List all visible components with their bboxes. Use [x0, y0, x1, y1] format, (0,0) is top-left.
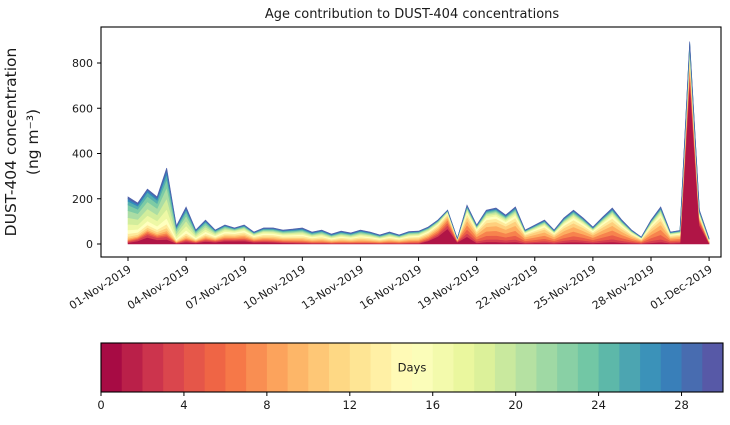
age-band-area: [127, 69, 710, 244]
colorbar-segment: [121, 343, 143, 392]
axes-frame: [100, 26, 722, 258]
y-tick-label: 800: [72, 57, 93, 70]
age-band-area: [127, 57, 710, 242]
colorbar-segment: [142, 343, 164, 392]
colorbar-tick-label: 12: [342, 398, 357, 412]
colorbar-segment: [432, 343, 454, 392]
age-band-area: [127, 47, 710, 240]
x-tick-label: 01-Dec-2019: [648, 263, 715, 313]
age-band-area: [127, 51, 710, 241]
colorbar-segment: [163, 343, 185, 392]
colorbar-tick-label: 4: [180, 398, 187, 412]
colorbar-frame: [100, 342, 724, 393]
colorbar-segment: [391, 343, 413, 392]
colorbar-segment: [494, 343, 517, 392]
x-tick-label: 10-Nov-2019: [241, 263, 308, 313]
colorbar: 0 4 8 12 16 20 24 28: [97, 342, 724, 412]
colorbar-tick-label: 8: [263, 398, 270, 412]
colorbar-segment: [660, 343, 682, 392]
y-tick-label: 0: [86, 238, 93, 251]
colorbar-segment: [681, 343, 703, 392]
colorbar-segment: [619, 343, 641, 392]
colorbar-tick-label: 20: [508, 398, 523, 412]
age-band-area: [127, 42, 710, 240]
colorbar-segment: [101, 343, 123, 392]
colorbar-segment: [453, 343, 475, 392]
colorbar-segment: [515, 343, 537, 392]
colorbar-tick-label: 16: [425, 398, 440, 412]
age-band-area: [127, 53, 710, 241]
plot-axes: 0 200 400 600 800 01-Nov-201904-Nov-201907-No…: [67, 26, 722, 313]
colorbar-segment: [204, 343, 226, 392]
y-tick-label: 200: [72, 193, 93, 206]
colorbar-segment: [702, 343, 724, 392]
age-band-area: [127, 55, 710, 242]
age-band-area: [127, 65, 710, 244]
x-tick-label: 07-Nov-2019: [183, 263, 250, 313]
colorbar-segment: [412, 343, 434, 392]
colorbar-tick-label: 0: [97, 398, 104, 412]
colorbar-segment: [329, 343, 351, 392]
age-band-area: [127, 61, 710, 243]
colorbar-segment: [370, 343, 392, 392]
colorbar-segment: [287, 343, 309, 392]
x-tick-label: 19-Nov-2019: [416, 263, 483, 313]
chart-title: Age contribution to DUST-404 concentrati…: [265, 7, 560, 22]
colorbar-segment: [640, 343, 662, 392]
x-tick-label: 04-Nov-2019: [125, 263, 192, 313]
age-band-area: [127, 43, 710, 240]
colorbar-segment: [598, 343, 620, 392]
colorbar-segment: [183, 343, 206, 392]
colorbar-segment: [536, 343, 558, 392]
x-tick-label: 13-Nov-2019: [299, 263, 366, 313]
y-axis-label-line2: (ng m⁻³): [24, 109, 42, 175]
colorbar-segment: [308, 343, 330, 392]
age-band-area: [127, 73, 710, 244]
colorbar-label: Days: [398, 361, 427, 375]
age-band-area: [127, 45, 710, 240]
y-tick-label: 400: [72, 148, 93, 161]
y-tick-label: 600: [72, 102, 93, 115]
colorbar-segment: [225, 343, 247, 392]
y-axis-label-line1: DUST-404 concentration: [2, 48, 20, 237]
colorbar-segment: [349, 343, 371, 392]
age-band-area: [127, 41, 710, 240]
x-tick-label: 22-Nov-2019: [474, 263, 541, 313]
colorbar-tick-label: 24: [591, 398, 606, 412]
colorbar-segment: [246, 343, 268, 392]
age-band-areas: [127, 41, 710, 245]
colorbar-segment: [474, 343, 496, 392]
x-tick-label: 28-Nov-2019: [590, 263, 657, 313]
x-tick-label: 25-Nov-2019: [532, 263, 599, 313]
age-band-area: [127, 49, 710, 241]
colorbar-tick-label: 28: [674, 398, 689, 412]
x-tick-label: 01-Nov-2019: [67, 263, 134, 313]
x-tick-label: 16-Nov-2019: [357, 263, 424, 313]
colorbar-segment: [557, 343, 579, 392]
colorbar-segment: [266, 343, 288, 392]
colorbar-segment: [577, 343, 599, 392]
